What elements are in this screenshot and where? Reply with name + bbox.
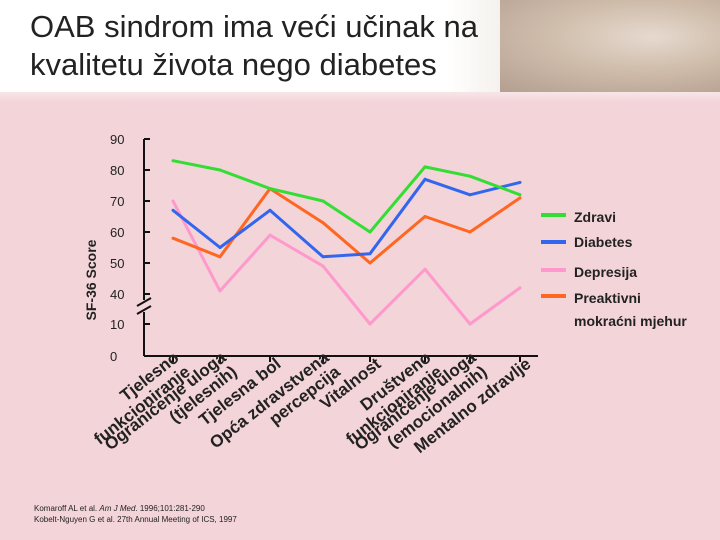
legend-label: Depresija — [574, 264, 637, 280]
y-tick-label: 50 — [110, 256, 124, 271]
data-point — [218, 255, 222, 259]
data-point — [321, 221, 325, 225]
data-point — [171, 159, 175, 163]
data-point — [468, 322, 472, 326]
data-point — [218, 168, 222, 172]
data-point — [468, 193, 472, 197]
y-tick-label: 90 — [110, 132, 124, 147]
data-point — [321, 264, 325, 268]
data-point — [368, 230, 372, 234]
y-tick-label: 80 — [110, 163, 124, 178]
header-photo — [500, 0, 720, 92]
y-tick-label: 10 — [110, 317, 124, 332]
series-line-preaktivni — [172, 187, 521, 265]
axis-break-mark — [136, 297, 152, 307]
data-point — [423, 177, 427, 181]
data-point — [171, 236, 175, 240]
y-tick-label: 70 — [110, 194, 124, 209]
series-line-diabetes — [172, 177, 521, 259]
reference-1: Komaroff AL et al. Am J Med. 1996;101:28… — [34, 504, 205, 513]
data-point — [321, 199, 325, 203]
data-point — [518, 180, 522, 184]
legend-label: Diabetes — [574, 234, 633, 250]
data-point — [268, 208, 272, 212]
y-tick-label: 40 — [110, 287, 124, 302]
data-point — [468, 230, 472, 234]
data-point — [368, 322, 372, 326]
data-point — [368, 261, 372, 265]
series-line-depresija — [171, 200, 521, 326]
data-point — [518, 196, 522, 200]
reference-2: Kobelt-Nguyen G et al. 27th Annual Meeti… — [34, 515, 237, 524]
y-tick-label: 60 — [110, 225, 124, 240]
data-point — [368, 252, 372, 256]
y-tick-label: 0 — [110, 349, 117, 364]
page-title: OAB sindrom ima veći učinak na kvalitetu… — [30, 9, 478, 82]
series-line-zdravi — [172, 159, 521, 234]
data-point — [423, 165, 427, 169]
header-banner: OAB sindrom ima veći učinak na kvalitetu… — [0, 0, 720, 92]
data-point — [423, 267, 427, 271]
data-point — [218, 289, 222, 293]
axis-break-mark — [136, 305, 152, 315]
data-point — [268, 233, 272, 237]
y-axis-label: SF-36 Score — [83, 239, 99, 320]
data-point — [321, 255, 325, 259]
data-point — [423, 215, 427, 218]
data-point — [218, 246, 222, 249]
data-point — [171, 208, 175, 212]
legend-label: Zdravi — [574, 209, 616, 225]
legend-label: Preaktivni mokraćni mjehur — [574, 290, 687, 329]
data-point — [518, 193, 522, 197]
data-point — [171, 199, 175, 203]
data-point — [518, 286, 522, 290]
references: Komaroff AL et al. Am J Med. 1996;101:28… — [34, 503, 237, 525]
data-point — [468, 174, 472, 178]
header-divider-band — [0, 92, 720, 102]
data-point — [268, 187, 272, 191]
